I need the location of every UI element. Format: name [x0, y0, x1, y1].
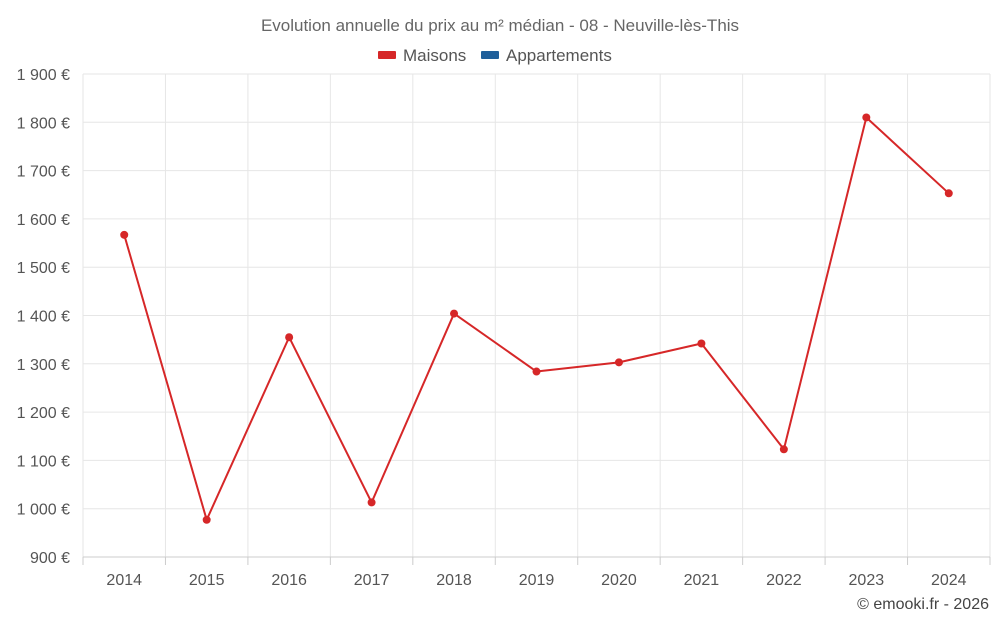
axes: 900 € 1 000 € 1 100 € 1 200 € 1 300 € 1 400 €… — [17, 67, 991, 589]
data-point[interactable] — [120, 230, 129, 239]
data-point[interactable] — [202, 515, 211, 524]
x-tick-label: 2014 — [106, 572, 142, 589]
data-point[interactable] — [944, 189, 953, 198]
legend-item-appartements[interactable]: Appartements — [481, 46, 612, 65]
y-tick-label: 1 500 € — [17, 260, 70, 277]
legend-swatch-appartements — [481, 51, 499, 59]
x-tick-label: 2016 — [271, 572, 307, 589]
legend-swatch-maisons — [378, 51, 396, 59]
y-tick-label: 1 200 € — [17, 405, 70, 422]
y-tick-label: 1 900 € — [17, 67, 70, 84]
x-tick-label: 2024 — [931, 572, 967, 589]
x-tick-label: 2019 — [519, 572, 555, 589]
legend-label-appartements: Appartements — [506, 46, 612, 65]
legend-label-maisons: Maisons — [403, 46, 466, 65]
y-tick-label: 1 700 € — [17, 164, 70, 181]
y-tick-label: 1 300 € — [17, 357, 70, 374]
x-tick-label: 2022 — [766, 572, 802, 589]
data-point[interactable] — [862, 113, 871, 122]
series-maisons — [120, 113, 953, 524]
credit-text: © emooki.fr - 2026 — [857, 596, 989, 613]
y-tick-label: 1 100 € — [17, 453, 70, 470]
gridlines — [82, 73, 991, 557]
y-tick-label: 1 000 € — [17, 502, 70, 519]
data-point[interactable] — [285, 333, 294, 342]
x-tick-label: 2020 — [601, 572, 637, 589]
y-tick-label: 900 € — [30, 550, 70, 567]
data-point[interactable] — [779, 445, 788, 454]
x-tick-label: 2015 — [189, 572, 225, 589]
y-tick-label: 1 800 € — [17, 115, 70, 132]
y-tick-label: 1 400 € — [17, 309, 70, 326]
x-tick-label: 2018 — [436, 572, 472, 589]
legend-item-maisons[interactable]: Maisons — [378, 46, 466, 65]
data-point[interactable] — [697, 339, 706, 348]
x-tick-label: 2023 — [849, 572, 885, 589]
x-tick-label: 2021 — [684, 572, 720, 589]
data-point[interactable] — [532, 367, 541, 376]
x-tick-label: 2017 — [354, 572, 390, 589]
data-point[interactable] — [450, 309, 459, 318]
y-tick-label: 1 600 € — [17, 212, 70, 229]
data-point[interactable] — [367, 498, 376, 507]
chart-title: Evolution annuelle du prix au m² médian … — [261, 16, 739, 35]
legend: Maisons Appartements — [378, 46, 612, 65]
data-point[interactable] — [614, 358, 623, 367]
